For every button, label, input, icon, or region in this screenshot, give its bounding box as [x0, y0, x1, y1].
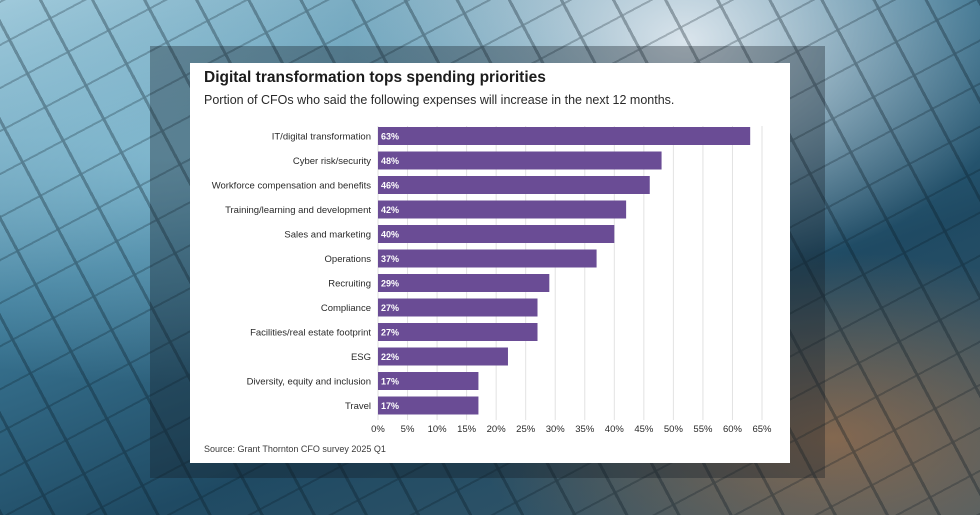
category-label: Facilities/real estate footprint: [250, 328, 371, 339]
chart-title: Digital transformation tops spending pri…: [204, 69, 546, 86]
bar-value-label: 40%: [381, 230, 399, 240]
category-label: Operations: [325, 254, 372, 265]
x-tick-label: 55%: [693, 424, 713, 435]
category-label: Diversity, equity and inclusion: [247, 377, 371, 388]
bar-value-label: 48%: [381, 156, 399, 166]
x-tick-label: 30%: [546, 424, 566, 435]
x-tick-label: 35%: [575, 424, 595, 435]
x-tick-label: 60%: [723, 424, 743, 435]
chart-card: Digital transformation tops spending pri…: [190, 63, 790, 463]
category-label: Travel: [345, 401, 371, 412]
bar: [378, 200, 627, 219]
category-label: Workforce compensation and benefits: [212, 181, 372, 192]
chart-subtitle: Portion of CFOs who said the following e…: [204, 93, 675, 107]
x-tick-label: 0%: [371, 424, 385, 435]
x-tick-label: 45%: [634, 424, 654, 435]
category-label: Cyber risk/security: [293, 156, 371, 167]
bar-value-label: 37%: [381, 254, 399, 264]
bar: [378, 347, 508, 366]
x-tick-label: 40%: [605, 424, 625, 435]
category-label: Training/learning and development: [225, 205, 371, 216]
category-label: ESG: [351, 352, 371, 363]
x-tick-label: 65%: [752, 424, 772, 435]
x-tick-label: 10%: [428, 424, 448, 435]
bar: [378, 249, 597, 268]
bar: [378, 274, 550, 292]
x-tick-label: 15%: [457, 424, 477, 435]
x-tick-label: 5%: [401, 424, 415, 435]
bar-value-label: 46%: [381, 181, 399, 191]
bar-value-label: 27%: [381, 328, 399, 338]
bar: [378, 396, 479, 415]
bar: [378, 127, 751, 145]
category-label: Sales and marketing: [284, 230, 371, 241]
bar: [378, 225, 615, 243]
bar: [378, 323, 538, 341]
bar: [378, 298, 538, 317]
bar-value-label: 22%: [381, 352, 399, 362]
category-label: IT/digital transformation: [272, 132, 371, 143]
category-label: Compliance: [321, 303, 371, 314]
category-label: Recruiting: [328, 279, 371, 290]
bar-chart: 0% 5% 10% 15% 20% 25% 30% 35% 40% 45% 50% 55% 60% 65%…: [212, 126, 772, 435]
bar-value-label: 63%: [381, 132, 399, 142]
bar-value-label: 27%: [381, 303, 399, 313]
x-tick-label: 50%: [664, 424, 684, 435]
x-tick-label: 25%: [516, 424, 536, 435]
bar-value-label: 17%: [381, 377, 399, 387]
x-tick-label: 20%: [487, 424, 507, 435]
bar-value-label: 17%: [381, 401, 399, 411]
bar: [378, 176, 650, 194]
chart-source: Source: Grant Thornton CFO survey 2025 Q…: [204, 444, 386, 454]
bar-value-label: 42%: [381, 205, 399, 215]
bar: [378, 372, 479, 390]
bar-value-label: 29%: [381, 279, 399, 289]
bar: [378, 151, 662, 170]
